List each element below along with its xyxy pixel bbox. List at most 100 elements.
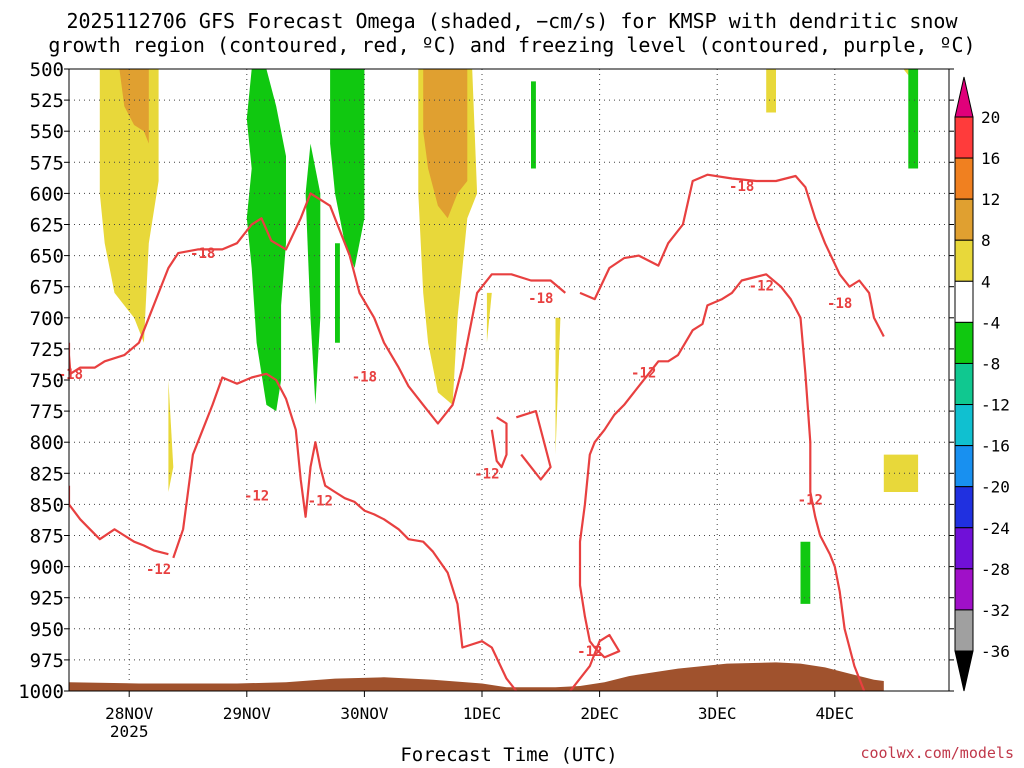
source-credit: coolwx.com/models [860, 744, 1014, 762]
contour-label-layer: -18 -18 -18 -18 -18 -18 -12 -12 -12 -12 -12 -12 -12 -… [58, 179, 853, 660]
dgz-contour--12-2 [69, 485, 169, 556]
colorbar-bin--16--12 [954, 404, 974, 447]
y-tick-label-1000: 1000 [18, 681, 64, 703]
omega-region-5 [423, 69, 468, 219]
y-tick-label-850: 850 [30, 494, 64, 516]
x-tick-label-29NOV: 29NOV [223, 704, 272, 723]
x-tick-sublabel-28NOV: 2025 [110, 722, 149, 741]
x-tick-label-28NOV: 28NOV [105, 704, 154, 723]
omega-region-6 [766, 69, 776, 113]
contour-label-5: -18 [827, 296, 852, 312]
colorbar-tick-16: 16 [981, 149, 1000, 168]
dgz-contour--18-1 [579, 173, 885, 338]
contour-label-1: -18 [190, 246, 215, 262]
colorbar-bin--32--28 [954, 568, 974, 611]
terrain-layer [69, 662, 884, 691]
colorbar-bin-12-16 [954, 157, 974, 200]
y-tick-label-625: 625 [30, 215, 64, 237]
colorbar-tick--24: -24 [981, 519, 1010, 538]
contour-label-0: -18 [58, 367, 83, 383]
dgz-contour--12-4 [490, 416, 508, 469]
y-tick-label-750: 750 [30, 370, 64, 392]
colorbar-tick--12: -12 [981, 396, 1010, 415]
omega-region-8 [883, 454, 919, 492]
colorbar-under-arrow [954, 650, 974, 692]
y-tick-label-925: 925 [30, 588, 64, 610]
y-tick-label-675: 675 [30, 277, 64, 299]
colorbar-tick-20: 20 [981, 108, 1000, 127]
colorbar-bin-4-8 [954, 239, 974, 282]
y-tick-label-525: 525 [30, 90, 64, 112]
omega-region-2 [119, 69, 149, 144]
y-tick-label-575: 575 [30, 152, 64, 174]
x-tick-label-4DEC: 4DEC [816, 704, 855, 723]
x-axis-title: Forecast Time (UTC) [400, 744, 618, 766]
y-tick-label-800: 800 [30, 432, 64, 454]
colorbar-tick--8: -8 [981, 354, 1000, 373]
contour-label-6: -12 [146, 562, 171, 578]
x-tick-label-2DEC: 2DEC [580, 704, 619, 723]
colorbar-bin--28--24 [954, 527, 974, 570]
colorbar-tick--36: -36 [981, 642, 1010, 661]
colorbar-tick-8: 8 [981, 231, 991, 250]
colorbar-tick--28: -28 [981, 560, 1010, 579]
omega-region-1 [99, 69, 159, 343]
terrain-fill [69, 662, 884, 691]
colorbar-tick--20: -20 [981, 478, 1010, 497]
contour-label-3: -18 [528, 291, 553, 307]
contour-label-7: -12 [244, 489, 269, 505]
contour-label-8: -12 [308, 494, 333, 510]
colorbar-bin--20--16 [954, 445, 974, 488]
colorbar-tick-12: 12 [981, 190, 1000, 209]
omega-region-12 [305, 143, 321, 405]
y-tick-label-825: 825 [30, 463, 64, 485]
omega-region-16 [908, 69, 919, 169]
dgz-contour--12-6 [569, 273, 866, 691]
x-tick-label-1DEC: 1DEC [463, 704, 502, 723]
contour-label-9: -12 [474, 466, 499, 482]
contour-label-13: -12 [798, 492, 823, 508]
omega-region-3 [168, 380, 174, 492]
contour-label-4: -18 [729, 179, 754, 195]
colorbar-bin-8-12 [954, 198, 974, 241]
contour-label-10: -12 [577, 644, 602, 660]
colorbar-tick-4: 4 [981, 272, 991, 291]
colorbar-tick--4: -4 [981, 313, 1000, 332]
colorbar: 20 16 12 8 4 -4 -8 -12 -16 -20 -24 -28 -32 -36 [954, 76, 1010, 692]
colorbar-bin--24--20 [954, 486, 974, 529]
y-tick-label-650: 650 [30, 246, 64, 268]
colorbar-bin-16-20 [954, 116, 974, 159]
y-tick-label-775: 775 [30, 401, 64, 423]
colorbar-bin--8--4 [954, 321, 974, 364]
colorbar-tick--16: -16 [981, 437, 1010, 456]
y-tick-label-975: 975 [30, 650, 64, 672]
colorbar-bin--12--8 [954, 362, 974, 406]
y-tick-label-500: 500 [30, 59, 64, 81]
y-tick-label-875: 875 [30, 526, 64, 548]
omega-region-14 [335, 243, 340, 343]
chart-title-line-2: growth region (contoured, red, ºC) and f… [48, 33, 976, 57]
contour-label-2: -18 [352, 369, 377, 385]
omega-region-13 [330, 69, 365, 268]
dgz-contour--12-3 [172, 372, 518, 691]
omega-region-7 [903, 69, 909, 76]
colorbar-over-arrow [954, 76, 974, 118]
dgz-contour--12-5 [515, 410, 552, 481]
colorbar-bin--36--32 [954, 609, 974, 652]
omega-region-17 [800, 541, 811, 604]
chart-title-line-1: 2025112706 GFS Forecast Omega (shaded, −… [66, 9, 958, 33]
colorbar-bin--4-4 [954, 280, 974, 323]
y-tick-label-725: 725 [30, 339, 64, 361]
grid-layer [69, 69, 949, 691]
y-tick-label-900: 900 [30, 557, 64, 579]
omega-shading-layer [99, 69, 919, 604]
dgz-contour--18-0 [69, 192, 567, 425]
omega-region-11 [246, 69, 286, 412]
dgz-contour-layer [69, 173, 885, 691]
y-axis: 500 525 550 575 600 625 650 675 700 725 750 775 800 8… [18, 59, 954, 703]
omega-region-10 [555, 317, 561, 455]
colorbar-tick--32: -32 [981, 601, 1010, 620]
y-tick-label-700: 700 [30, 308, 64, 330]
